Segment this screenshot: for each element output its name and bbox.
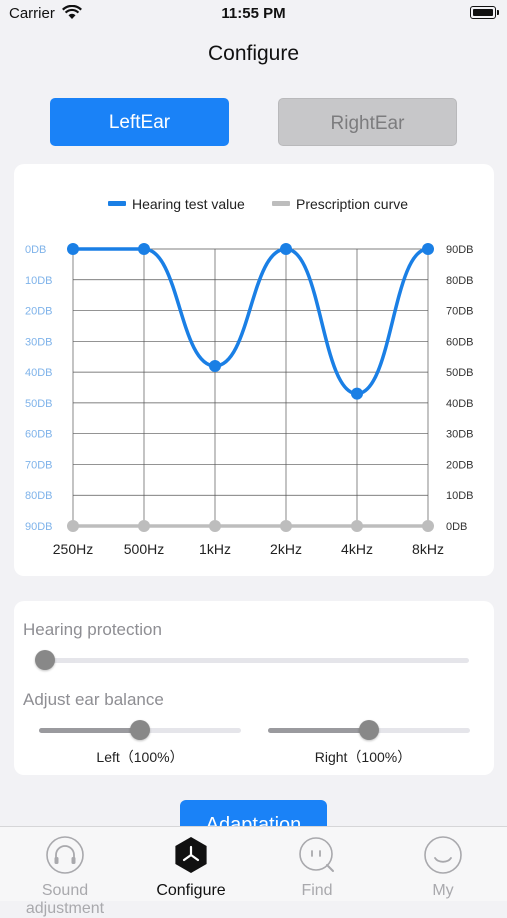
hearing-test-point — [351, 387, 363, 400]
wifi-icon — [62, 4, 82, 24]
y-right-tick: 50DB — [446, 367, 474, 379]
right-balance-label: Right（100%） — [314, 749, 412, 765]
y-right-tick: 90DB — [446, 244, 474, 256]
y-right-tick: 30DB — [446, 429, 474, 441]
left-ear-button[interactable]: LeftEar — [50, 98, 229, 146]
y-right-tick: 0DB — [446, 521, 467, 533]
y-left-tick: 10DB — [25, 275, 53, 287]
tab-configure[interactable]: Configure — [128, 827, 254, 901]
y-right-tick: 20DB — [446, 459, 474, 471]
y-left-tick: 30DB — [25, 336, 53, 348]
status-bar: Carrier 11:55 PM — [0, 0, 507, 28]
hearing-protection-thumb[interactable] — [35, 650, 55, 670]
legend-label: Hearing test value — [132, 196, 245, 212]
hearing-test-point — [422, 243, 434, 255]
y-right-tick: 60DB — [446, 336, 474, 348]
configure-icon — [175, 837, 207, 873]
y-left-tick: 0DB — [25, 244, 46, 256]
x-tick: 500Hz — [124, 541, 164, 557]
ear-balance-label: Adjust ear balance — [23, 690, 164, 709]
hearing-protection-slider[interactable] — [45, 658, 469, 663]
legend-swatch — [272, 201, 290, 206]
clock: 11:55 PM — [221, 5, 286, 22]
left-balance-label: Left（100%） — [96, 749, 184, 765]
hearing-chart: Hearing test value Prescription curve 0DB 9… — [25, 196, 474, 557]
find-icon — [299, 837, 334, 872]
x-tick: 1kHz — [199, 541, 231, 557]
right-balance-thumb[interactable] — [359, 720, 379, 740]
left-balance-fill — [39, 728, 140, 733]
y-left-tick: 20DB — [25, 306, 53, 318]
legend-label: Prescription curve — [296, 196, 408, 212]
tab-sound-adjustment[interactable]: Sound adjustment — [2, 827, 128, 917]
right-ear-button[interactable]: RightEar — [278, 98, 457, 146]
tab-my[interactable]: My — [380, 827, 506, 901]
prescription-point — [351, 520, 363, 532]
prescription-point — [422, 520, 434, 532]
prescription-point — [67, 520, 79, 532]
tab-label: Find — [301, 882, 333, 899]
y-right-tick: 40DB — [446, 398, 474, 410]
y-right-tick: 70DB — [446, 306, 474, 318]
x-tick: 250Hz — [53, 541, 93, 557]
y-left-tick: 80DB — [25, 490, 53, 502]
y-left-tick: 40DB — [25, 367, 53, 379]
y-left-tick: 90DB — [25, 521, 53, 533]
y-right-tick: 10DB — [446, 490, 474, 502]
tab-label: Sound adjustment — [25, 882, 105, 917]
left-balance-thumb[interactable] — [130, 720, 150, 740]
hearing-test-point — [138, 243, 150, 255]
headphones-icon — [46, 836, 84, 874]
y-left-tick: 60DB — [25, 429, 53, 441]
tab-label: Configure — [156, 882, 226, 899]
x-tick: 2kHz — [270, 541, 302, 557]
prescription-point — [280, 520, 292, 532]
y-left-tick: 70DB — [25, 459, 53, 471]
tab-bar: Sound adjustment Configure Find My — [0, 826, 507, 917]
smiley-icon — [424, 836, 462, 874]
hearing-protection-label: Hearing protection — [23, 620, 162, 639]
x-tick: 8kHz — [412, 541, 444, 557]
hearing-test-point — [67, 243, 79, 255]
settings-card: Hearing protection Adjust ear balance Le… — [14, 601, 494, 775]
prescription-point — [209, 520, 221, 532]
battery-icon — [470, 6, 499, 19]
legend-swatch — [108, 201, 126, 206]
tab-label: My — [432, 882, 454, 899]
hearing-test-point — [280, 243, 292, 255]
prescription-point — [138, 520, 150, 532]
hearing-test-point — [209, 359, 221, 372]
y-left-tick: 50DB — [25, 398, 53, 410]
y-right-tick: 80DB — [446, 275, 474, 287]
carrier-label: Carrier — [9, 5, 55, 22]
page-title: Configure — [207, 42, 300, 65]
x-tick: 4kHz — [341, 541, 373, 557]
right-balance-fill — [268, 728, 369, 733]
hearing-test-line — [73, 247, 429, 396]
hearing-chart-card: Hearing test value Prescription curve 0DB 9… — [14, 164, 494, 576]
tab-find[interactable]: Find — [254, 827, 380, 901]
